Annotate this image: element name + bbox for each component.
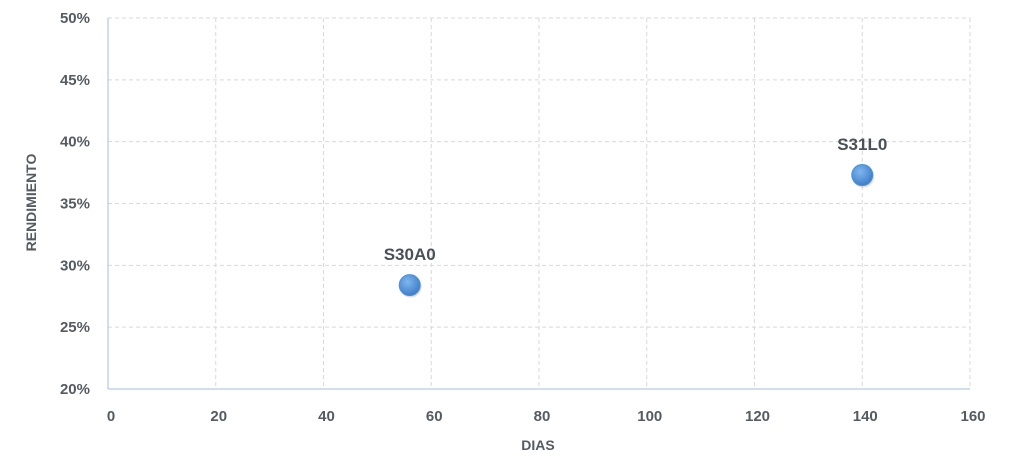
y-tick-label: 40% [60,134,90,151]
x-tick-label: 40 [318,408,335,425]
y-tick-label: 25% [60,319,90,336]
data-point [851,164,874,187]
axes [107,18,970,390]
data-point-label: S30A0 [384,245,436,264]
y-tick-labels: 20% 25% 30% 35% 40% 45% 50% [60,10,90,398]
x-tick-label: 80 [534,408,551,425]
y-tick-label: 20% [60,381,90,398]
data-point [398,274,421,297]
x-tick-label: 160 [960,408,985,425]
x-tick-label: 60 [426,408,443,425]
data-points: S30A0 S31L0 [384,135,887,298]
y-tick-label: 45% [60,72,90,89]
y-axis-title: RENDIMIENTO [23,154,39,252]
grid-lines [108,17,971,389]
x-tick-label: 20 [210,408,227,425]
x-tick-labels: 0 20 40 60 80 100 120 140 160 [107,408,986,425]
x-tick-label: 0 [107,408,115,425]
x-axis-title: DIAS [521,437,554,453]
y-tick-label: 35% [60,196,90,213]
x-tick-label: 120 [745,408,770,425]
y-tick-label: 50% [60,10,90,27]
y-tick-label: 30% [60,257,90,274]
x-tick-label: 140 [853,408,878,425]
data-point-label: S31L0 [837,135,887,154]
x-tick-label: 100 [637,408,662,425]
